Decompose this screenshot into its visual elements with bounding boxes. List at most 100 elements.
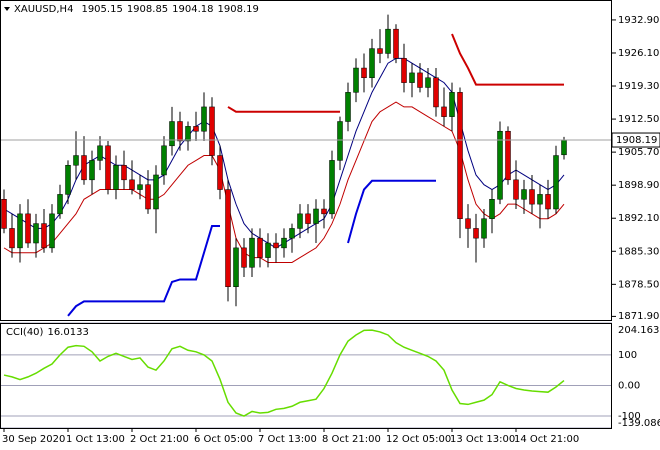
candle-body — [409, 72, 415, 83]
y-tick-label: 204.1635 — [618, 325, 660, 336]
candle-body — [241, 247, 247, 268]
x-tick-label: 13 Oct 13:00 — [450, 434, 515, 445]
candle-body — [553, 155, 559, 210]
title-part: 1908.85 — [127, 4, 168, 15]
title-part: 1904.18 — [172, 4, 213, 15]
x-tick-label: 7 Oct 13:00 — [258, 434, 317, 445]
candle-body — [233, 247, 239, 288]
candle-body — [433, 77, 439, 108]
y-tick-label: 1878.50 — [618, 279, 659, 290]
candle-body — [145, 184, 151, 210]
candle-body — [457, 92, 463, 219]
candle-body — [57, 194, 63, 215]
y-tick-label: 1932.90 — [618, 15, 659, 26]
candle-body — [385, 28, 391, 54]
candle-body — [153, 174, 159, 210]
panel-frame — [0, 323, 612, 429]
indicator-title: CCI(40) 16.0133 — [6, 327, 89, 338]
candle-body — [489, 199, 495, 219]
candle-body — [281, 237, 287, 249]
y-tick-label: -139.0864 — [618, 418, 660, 429]
candle-body — [65, 164, 71, 195]
candle-body — [465, 218, 471, 229]
candle-body — [41, 223, 47, 249]
candle-body — [129, 179, 135, 190]
y-tick-label: 0.00 — [618, 380, 640, 391]
title-part: 16.0133 — [47, 327, 88, 338]
x-tick-label: 12 Oct 05:00 — [386, 434, 451, 445]
candle-body — [113, 164, 119, 190]
x-tick-label: 8 Oct 21:00 — [322, 434, 381, 445]
indicator-line — [3, 101, 565, 263]
candle-body — [497, 130, 503, 200]
candle-body — [305, 213, 311, 224]
candle-body — [529, 189, 535, 205]
y-tick-label: 1905.70 — [618, 147, 659, 158]
x-tick-label: 2 Oct 21:00 — [130, 434, 189, 445]
candle-body — [209, 106, 215, 156]
y-tick-label: 1885.30 — [618, 246, 659, 257]
candle-body — [521, 189, 527, 200]
candle-body — [393, 28, 399, 59]
title-marker — [4, 7, 10, 11]
x-tick-label: 6 Oct 05:00 — [194, 434, 253, 445]
candle-body — [257, 237, 263, 258]
candle-body — [361, 67, 367, 79]
candle-body — [401, 58, 407, 83]
x-tick-label: 30 Sep 2020 — [2, 434, 65, 445]
candle-body — [505, 130, 511, 181]
candle-body — [313, 208, 319, 224]
candle-body — [137, 184, 143, 190]
candle-body — [481, 218, 487, 239]
candle-body — [177, 121, 183, 142]
candle-body — [17, 213, 23, 249]
candle-body — [249, 237, 255, 268]
title-part: XAUUSD,H4 — [14, 4, 73, 15]
candle-body — [537, 194, 543, 205]
candle-body — [473, 228, 479, 239]
candle-body — [97, 145, 103, 161]
candle-body — [289, 228, 295, 239]
candle-body — [73, 155, 79, 166]
indicator-line — [227, 33, 564, 113]
candle-body — [193, 126, 199, 132]
candle-body — [561, 139, 567, 156]
candle-body — [49, 213, 55, 249]
y-tick-label: 1919.30 — [618, 81, 659, 92]
price-label: 1908.19 — [616, 135, 657, 146]
title-part: 1905.15 — [81, 4, 122, 15]
candle-body — [33, 223, 39, 244]
x-tick-label: 14 Oct 21:00 — [514, 434, 579, 445]
y-tick-label: 1892.10 — [618, 213, 659, 224]
candle-body — [1, 199, 7, 229]
candle-body — [545, 194, 551, 210]
candle-body — [225, 189, 231, 288]
candle-body — [425, 77, 431, 88]
candle-body — [25, 213, 31, 244]
candle-body — [81, 155, 87, 181]
candle-body — [185, 126, 191, 142]
candle-body — [297, 213, 303, 229]
y-tick-label: 1898.90 — [618, 180, 659, 191]
candle-body — [121, 164, 127, 181]
candle-body — [217, 155, 223, 190]
candle-body — [105, 145, 111, 190]
candle-body — [345, 92, 351, 122]
y-tick-label: 1871.90 — [618, 311, 659, 322]
candle-body — [513, 179, 519, 200]
candle-body — [337, 121, 343, 161]
candle-body — [353, 67, 359, 93]
y-tick-label: 1912.50 — [618, 114, 659, 125]
candle-body — [377, 48, 383, 54]
y-tick-label: 100 — [618, 350, 637, 361]
candle-body — [321, 208, 327, 215]
candle-body — [441, 106, 447, 117]
title-part: 1908.19 — [218, 4, 259, 15]
candle-body — [89, 160, 95, 181]
candle-body — [161, 145, 167, 176]
candle-body — [201, 106, 207, 132]
indicator-line — [67, 179, 436, 317]
candle-body — [265, 242, 271, 258]
